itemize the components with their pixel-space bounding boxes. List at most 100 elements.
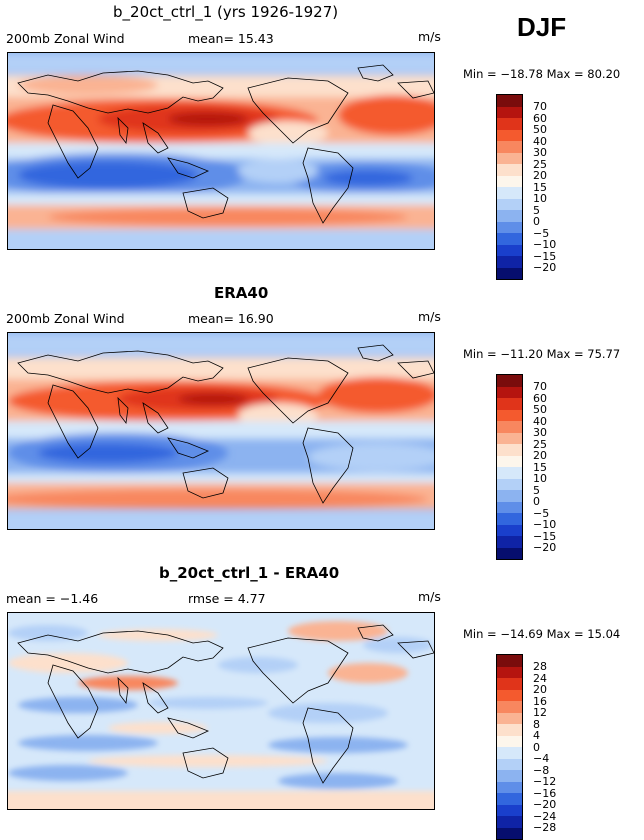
colorbar-tick-label: −20: [533, 541, 557, 554]
colorbar-tick-label: −20: [533, 261, 557, 274]
colorbar-swatch: [497, 444, 522, 456]
colorbar-tick-label: −10: [533, 518, 557, 531]
colorbar-swatch: [497, 758, 522, 770]
colorbar-tick-label: −5: [533, 226, 550, 240]
colorbar-swatch: [497, 198, 522, 210]
panel-2-contour-field: [8, 333, 434, 529]
panel-3-map: [7, 612, 435, 810]
colorbar-swatch: [497, 129, 522, 141]
colorbar-tick-label: 60: [533, 111, 547, 125]
colorbar-tick-label: 12: [533, 706, 547, 719]
panel-2-title: ERA40: [214, 284, 269, 302]
colorbar-tick-label: 70: [533, 380, 547, 393]
colorbar-swatch: [497, 175, 522, 187]
panel-1-contour-field: [8, 53, 434, 249]
panel-3-title: b_20ct_ctrl_1 - ERA40: [159, 564, 340, 582]
colorbar-swatch: [497, 233, 522, 245]
colorbar-tick-label: −28: [533, 821, 557, 834]
colorbar-swatch: [497, 666, 522, 678]
colorbar-tick-label: 0: [533, 740, 540, 754]
colorbar-tick-label: −4: [533, 752, 550, 765]
colorbar-swatch: [497, 467, 522, 479]
colorbar-tick-label: 8: [533, 717, 540, 731]
colorbar-swatch: [497, 210, 522, 222]
colorbar-swatch: [497, 724, 522, 736]
colorbar-tick-label: 25: [533, 437, 547, 451]
panel-1-title: b_20ct_ctrl_1 (yrs 1926-1927): [113, 3, 339, 21]
colorbar-tick-label: 0: [533, 215, 540, 228]
panel-3-colorbar: [496, 654, 523, 840]
colorbar-swatch: [497, 501, 522, 513]
colorbar-tick-label: 20: [533, 683, 547, 696]
panel-1-coastlines: [17, 64, 434, 224]
colorbar-tick-label: 10: [533, 192, 547, 205]
panel-2-colorbar: [496, 374, 523, 560]
season-label: DJF: [517, 12, 567, 42]
colorbar-swatch: [497, 712, 522, 724]
colorbar-swatch: [497, 827, 522, 839]
colorbar-tick-label: −16: [533, 786, 557, 800]
colorbar-swatch: [497, 375, 522, 387]
panel-3-rmse: rmse = 4.77: [188, 591, 266, 606]
panel-1-map: [7, 52, 435, 250]
colorbar-tick-label: 5: [533, 203, 540, 217]
colorbar-tick-label: 30: [533, 426, 547, 439]
colorbar-swatch: [497, 513, 522, 525]
colorbar-swatch: [497, 409, 522, 421]
colorbar-tick-label: −15: [533, 529, 557, 543]
colorbar-swatch: [497, 689, 522, 701]
colorbar-swatch: [497, 398, 522, 410]
colorbar-swatch: [497, 781, 522, 793]
colorbar-swatch: [497, 770, 522, 782]
colorbar-tick-label: 15: [533, 180, 547, 194]
colorbar-swatch: [497, 816, 522, 828]
colorbar-tick-label: 50: [533, 123, 547, 136]
colorbar-swatch: [497, 490, 522, 502]
colorbar-tick-label: 16: [533, 694, 547, 708]
colorbar-tick-label: −8: [533, 763, 550, 777]
colorbar-swatch: [497, 455, 522, 467]
colorbar-swatch: [497, 747, 522, 759]
colorbar-tick-label: 5: [533, 483, 540, 497]
colorbar-swatch: [497, 524, 522, 536]
colorbar-swatch: [497, 804, 522, 816]
colorbar-tick-label: 20: [533, 169, 547, 182]
colorbar-tick-label: 28: [533, 660, 547, 673]
colorbar-tick-label: 70: [533, 100, 547, 113]
colorbar-tick-label: 60: [533, 391, 547, 405]
colorbar-swatch: [497, 152, 522, 164]
colorbar-tick-label: 10: [533, 472, 547, 485]
colorbar-tick-label: 40: [533, 134, 547, 148]
colorbar-swatch: [497, 735, 522, 747]
colorbar-swatch: [497, 478, 522, 490]
colorbar-swatch: [497, 106, 522, 118]
colorbar-tick-label: −15: [533, 249, 557, 263]
panel-2-units: m/s: [418, 309, 441, 324]
colorbar-tick-label: 15: [533, 460, 547, 474]
panel-1-variable-label: 200mb Zonal Wind: [6, 31, 125, 46]
panel-2-minmax: Min = −11.20 Max = 75.77: [463, 347, 621, 361]
colorbar-swatch: [497, 187, 522, 199]
colorbar-swatch: [497, 95, 522, 107]
colorbar-tick-label: 30: [533, 146, 547, 159]
colorbar-swatch: [497, 547, 522, 559]
panel-3-minmax: Min = −14.69 Max = 15.04: [463, 627, 621, 641]
panel-2-mean: mean= 16.90: [188, 311, 274, 326]
panel-3-coastlines: [17, 624, 434, 784]
colorbar-tick-label: 4: [533, 729, 540, 742]
colorbar-tick-label: 0: [533, 495, 540, 508]
colorbar-swatch: [497, 267, 522, 279]
colorbar-swatch: [497, 701, 522, 713]
colorbar-tick-label: 24: [533, 671, 547, 685]
panel-2-map: [7, 332, 435, 530]
colorbar-tick-label: 20: [533, 449, 547, 462]
colorbar-tick-label: −24: [533, 809, 557, 823]
colorbar-swatch: [497, 141, 522, 153]
panel-3-units: m/s: [418, 589, 441, 604]
panel-1-units: m/s: [418, 29, 441, 44]
colorbar-tick-label: −10: [533, 238, 557, 251]
panel-3-contour-field: [8, 613, 434, 809]
colorbar-tick-label: −20: [533, 798, 557, 811]
panel-2-variable-label: 200mb Zonal Wind: [6, 311, 125, 326]
colorbar-tick-label: −12: [533, 775, 557, 788]
